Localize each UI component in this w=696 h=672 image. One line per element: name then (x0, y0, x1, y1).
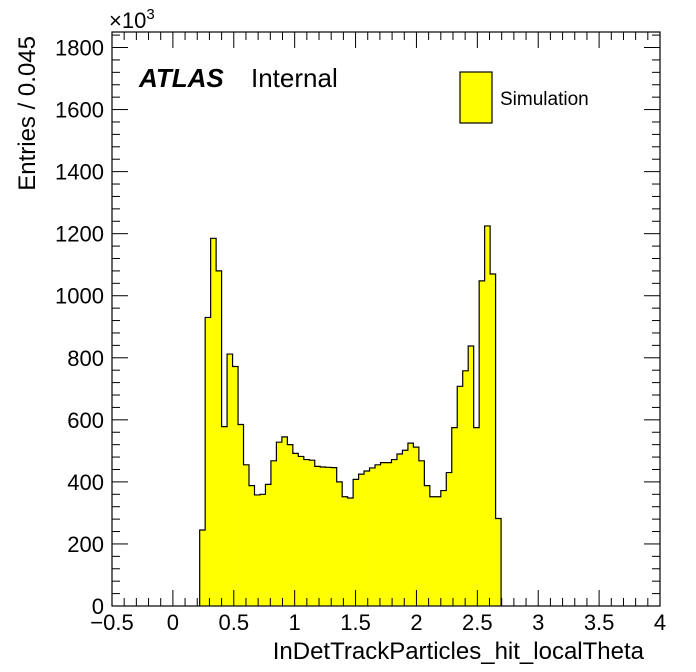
histogram-bin (314, 466, 321, 606)
histogram-bin (281, 436, 288, 606)
y-tick-label: 0 (92, 594, 104, 619)
histogram-bin (457, 386, 464, 606)
x-tick-label: 4 (654, 610, 666, 635)
histogram-bin (303, 459, 310, 606)
histogram-bin (336, 481, 343, 606)
histogram-bin (495, 518, 502, 606)
histogram-outline (199, 225, 502, 606)
histogram-bin (265, 484, 272, 606)
histogram-bin (413, 447, 420, 606)
histogram-bin (270, 460, 277, 606)
histogram-bin (287, 444, 294, 606)
legend-swatch (459, 71, 493, 124)
histogram-bin (249, 485, 255, 606)
x-axis-title: InDetTrackParticles_hit_localTheta (273, 638, 645, 665)
histogram-bin (402, 450, 409, 606)
histogram-bin (396, 453, 403, 606)
histogram-bin (418, 460, 425, 606)
x-tick-label: 1 (289, 610, 301, 635)
histogram-bin (407, 443, 414, 606)
y-tick-label: 400 (67, 470, 104, 495)
histogram-bin (435, 496, 442, 606)
x-tick-label: 2 (410, 610, 422, 635)
y-tick-label: 600 (67, 408, 104, 433)
histogram-bin (429, 496, 436, 606)
x-tick-labels: −0.5 0 0.5 1 1.5 2 2.5 3 3.5 4 (90, 610, 666, 635)
histogram-bin (386, 462, 392, 606)
y-tick-label: 1400 (55, 160, 104, 185)
y-tick-label: 1800 (55, 36, 104, 61)
histogram-bin (462, 370, 469, 606)
histogram-bin (309, 460, 316, 606)
histogram-bin (473, 427, 480, 606)
x-tick-label: 3 (532, 610, 544, 635)
histogram-bin (232, 366, 239, 606)
histogram-bin (353, 479, 359, 606)
y-tick-label: 1600 (55, 98, 104, 123)
x-tick-label: 3.5 (584, 610, 615, 635)
y-tick-label: 800 (67, 346, 104, 371)
histogram-bin (331, 467, 338, 606)
histogram-bin (369, 467, 376, 606)
histogram-bin (446, 472, 453, 606)
x-tick-label: 0 (167, 610, 179, 635)
histogram-bin (440, 490, 447, 606)
y-axis-title: Entries / 0.045 (14, 36, 41, 191)
histogram-bin (347, 498, 354, 606)
histogram-bin (364, 471, 370, 606)
histogram-bin (221, 426, 228, 606)
histogram-bin (484, 225, 491, 607)
atlas-label: ATLAS (138, 63, 224, 93)
histogram-bin (205, 317, 212, 606)
histogram-bin (424, 485, 431, 606)
internal-label: Internal (251, 63, 338, 93)
histogram-bin (199, 529, 206, 606)
x-tick-label: −0.5 (90, 610, 133, 635)
histogram-bin (342, 496, 349, 606)
x-tick-label: 0.5 (218, 610, 249, 635)
histogram-bin (259, 494, 266, 606)
histogram-bin (451, 427, 458, 606)
histogram-bin (325, 467, 332, 606)
histogram-bin (490, 274, 496, 606)
histogram-bin (391, 459, 398, 606)
y-tick-label: 200 (67, 532, 104, 557)
histogram-bin (292, 453, 299, 606)
histogram-bin (216, 270, 222, 606)
histogram-bin (227, 354, 233, 606)
x-tick-label: 1.5 (340, 610, 371, 635)
histogram-bin (468, 345, 475, 606)
histogram-bin (210, 238, 217, 606)
y-tick-label: 1000 (55, 284, 104, 309)
y-tick-labels: 0 200 400 600 800 1000 1200 1400 1600 1800 (55, 36, 104, 619)
histogram-bin (243, 464, 250, 606)
y-multiplier-label: ×103 (109, 6, 155, 33)
y-tick-label: 1200 (55, 222, 104, 247)
legend-label: Simulation (500, 89, 589, 110)
plot-frame (111, 31, 661, 607)
histogram-bin (375, 464, 381, 606)
histogram-bin (479, 280, 486, 606)
histogram-bin (320, 467, 327, 606)
histogram-bin (238, 424, 244, 606)
histogram-bin (380, 462, 387, 606)
histogram-bin (254, 494, 261, 606)
histogram-bin (298, 456, 305, 606)
histogram-bin (358, 474, 365, 606)
histogram-bin (276, 442, 283, 606)
histogram-bars (199, 225, 502, 607)
x-tick-label: 2.5 (462, 610, 493, 635)
